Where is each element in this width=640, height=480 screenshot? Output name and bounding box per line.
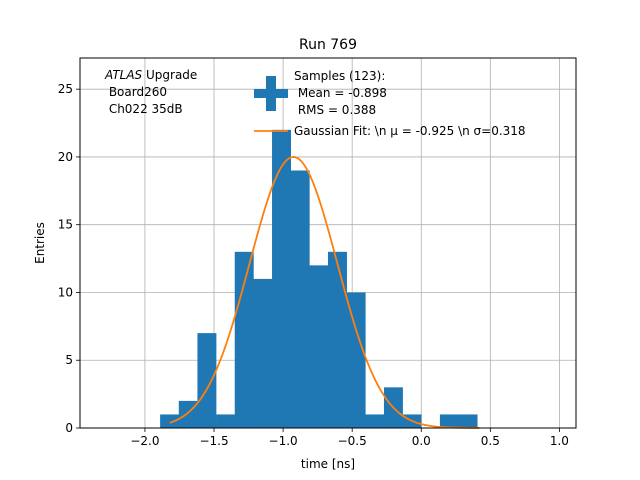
plot-frame: [79, 57, 577, 429]
legend-samples-line-1: Samples (123):: [294, 69, 385, 83]
x-tick-label: −0.5: [338, 434, 367, 448]
y-axis-label: Entries: [33, 222, 47, 264]
x-tick-label: 1.0: [550, 434, 569, 448]
x-tick-label: 0.5: [481, 434, 500, 448]
histogram-bar: [309, 265, 329, 428]
x-tick-label: −2.0: [130, 434, 159, 448]
annotation-line-1: ATLAS Upgrade: [104, 68, 197, 82]
y-tick-label: 25: [58, 82, 73, 96]
annotation-upgrade: Upgrade: [142, 68, 197, 82]
histogram-bar: [234, 251, 254, 428]
atlas-annotation: ATLAS Upgrade Board260 Ch022 35dB: [104, 68, 197, 116]
annotation-atlas: ATLAS: [104, 68, 143, 82]
histogram-bars: [160, 129, 478, 429]
x-axis-ticks: −2.0 −1.5 −1.0 −0.5 0.0 0.5 1.0: [130, 428, 569, 448]
y-axis-ticks: 0 5 10 15 20 25: [58, 82, 80, 435]
y-tick-label: 20: [58, 150, 73, 164]
histogram-bar: [253, 278, 273, 428]
legend-samples-line-2: Mean = -0.898: [294, 86, 387, 100]
y-tick-label: 10: [58, 285, 73, 299]
y-tick-label: 5: [65, 353, 73, 367]
histogram-bar: [439, 414, 459, 428]
histogram-bar: [458, 414, 478, 428]
histogram-bar: [197, 333, 217, 428]
histogram-bar: [328, 251, 347, 428]
x-tick-label: −1.0: [269, 434, 298, 448]
histogram-bar: [290, 170, 310, 428]
legend-samples-line-3: RMS = 0.388: [294, 103, 376, 117]
x-axis-label: time [ns]: [301, 457, 355, 471]
legend-samples-swatch-v: [266, 76, 276, 111]
annotation-line-3: Ch022 35dB: [105, 102, 183, 116]
gaussian-fit-curve: [169, 156, 480, 429]
gaussian-fit: [169, 156, 480, 429]
x-tick-label: −1.5: [199, 434, 228, 448]
chart-title: Run 769: [299, 37, 357, 53]
legend: Samples (123): Mean = -0.898 RMS = 0.388…: [254, 69, 526, 138]
y-tick-label: 0: [65, 421, 73, 435]
histogram-bar: [216, 414, 236, 428]
histogram-bar: [365, 414, 385, 428]
x-tick-label: 0.0: [412, 434, 431, 448]
histogram-bar: [346, 292, 366, 428]
histogram-bar: [160, 414, 180, 428]
histogram-bar: [272, 129, 291, 429]
y-tick-label: 15: [58, 218, 73, 232]
legend-fit-label: Gaussian Fit: \n μ = -0.925 \n σ=0.318: [294, 124, 526, 138]
annotation-line-2: Board260: [105, 85, 167, 99]
